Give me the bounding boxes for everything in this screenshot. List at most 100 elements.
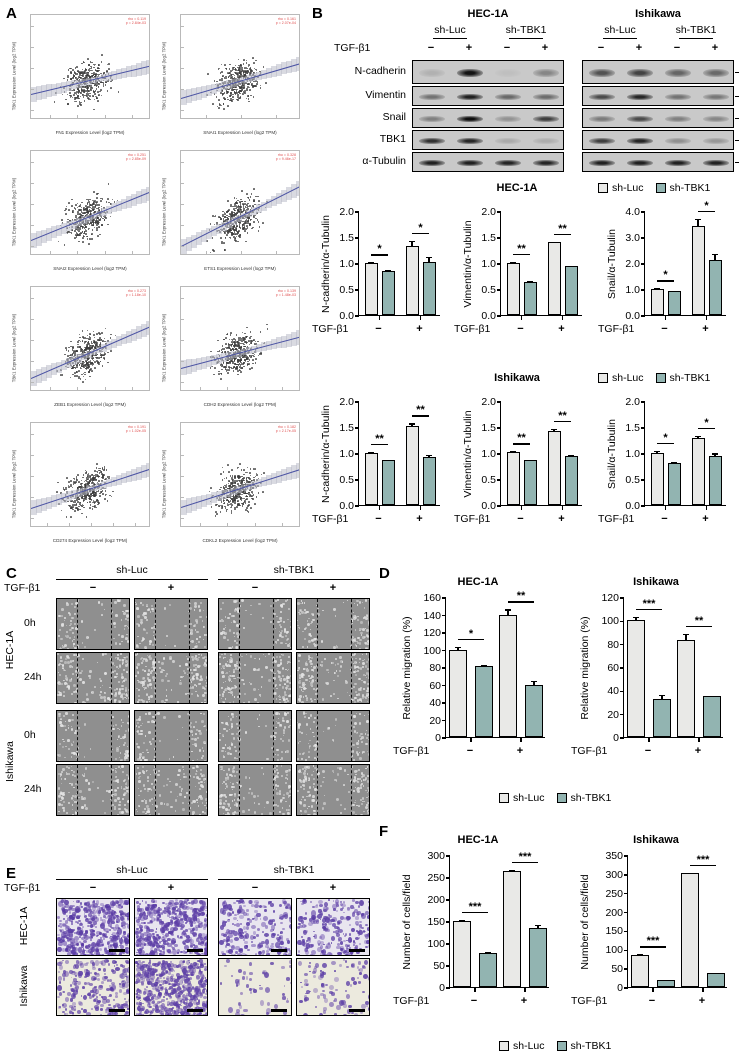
scale-bar (271, 949, 287, 952)
legend-item-sh-luc: sh-Luc (499, 792, 545, 804)
x-axis-group-label: + (690, 513, 722, 525)
chart-y-tick-label: 60 (429, 680, 441, 692)
significance-bracket (513, 253, 530, 256)
bar-sh-luc (691, 225, 705, 315)
chart-y-axis-title: Snail/α-Tubulin (606, 419, 618, 489)
significance-marker: * (364, 244, 396, 255)
bar-sh-tbk1 (422, 261, 436, 315)
bar-sh-luc (364, 453, 378, 505)
significance-marker: * (650, 270, 682, 281)
wound-healing-image (218, 764, 292, 816)
x-axis-tick (648, 738, 650, 742)
significance-marker: *** (687, 854, 719, 865)
scatter-pvalue: p = 2.07e-04 (276, 21, 296, 25)
chart-y-tick-label: 2.0 (625, 396, 640, 408)
panel-f-charts: HEC-1A − +0 50 100 150 200 250 300 *** *** Number o… (379, 824, 739, 1052)
error-bar (697, 435, 699, 440)
panel-c-cellline-label: HEC-1A (4, 630, 16, 670)
scatter-plot-1: TBK1 Expression Level (log2 TPM) 46810123… (8, 10, 154, 141)
blot-protein-label: N-cadherin (312, 65, 406, 77)
panel-c-treatment-sign: − (218, 582, 292, 594)
chart-title: Ishikawa (571, 834, 739, 846)
error-bar (428, 454, 430, 459)
bar-sh-tbk1 (703, 696, 721, 737)
bar-chart: HEC-1A − +0 50 100 150 200 250 300 *** *** Number o… (393, 834, 563, 1014)
chart-y-tick-label: 50 (433, 960, 445, 972)
significance-marker: * (405, 222, 437, 233)
scatter-y-axis-label: TBK1 Expression Level (log2 TPM) (7, 418, 21, 549)
panel-c-treatment-sign: + (296, 582, 370, 594)
chart-y-tick-label: 250 (605, 888, 623, 900)
blot-sh-label: sh-TBK1 (496, 24, 556, 36)
bar-sh-tbk1 (529, 928, 547, 987)
x-axis-group-label: + (690, 323, 722, 335)
scatter-y-axis-label-text: TBK1 Expression Level (log2 TPM) (162, 41, 167, 110)
wound-edge-marker (316, 711, 318, 761)
significance-bracket (554, 421, 571, 423)
blot-image (412, 152, 564, 172)
error-bar-cap (713, 972, 719, 975)
wound-edge-marker (154, 599, 156, 649)
chart-y-tick-label: 2.0 (339, 396, 354, 408)
wound-edge-marker (154, 711, 156, 761)
scatter-correlation-stats: rho = 0.328 p = 9.46e-17 (276, 153, 296, 162)
chart-y-tick-label: 150 (427, 916, 445, 928)
wound-healing-image (296, 652, 370, 704)
chart-y-tick-label: 40 (429, 697, 441, 709)
panel-c-letter: C (6, 566, 17, 581)
x-axis-name: TGF-β1 (571, 995, 607, 1007)
significance-marker: *** (509, 851, 541, 862)
bar-sh-tbk1 (564, 266, 578, 315)
legend-item-sh-luc: sh-Luc (598, 182, 644, 194)
scatter-plot-6: TBK1 Expression Level (log2 TPM) 02461234… (158, 282, 304, 413)
bar-sh-tbk1 (707, 973, 725, 987)
chart-y-axis-title: Number of cells/field (579, 874, 591, 969)
wound-edge-marker (238, 599, 240, 649)
panel-b-letter: B (312, 6, 323, 21)
x-axis-name: TGF-β1 (393, 745, 429, 757)
panel-e-treatment-sign: + (134, 882, 208, 894)
scale-bar (349, 1009, 365, 1012)
panel-e-transwell: sh-Luc sh-TBK1 TGF-β1− + − + HEC-1A Ishikawa (4, 862, 376, 1024)
panel-d-letter: D (379, 566, 390, 581)
panel-e-cellline-label: Ishikawa (18, 964, 30, 1008)
wound-edge-marker (273, 653, 275, 703)
x-axis-name: TGF-β1 (312, 323, 348, 335)
bar-sh-luc (405, 245, 419, 315)
bar-sh-tbk1 (381, 270, 395, 315)
ishikawa-section-title: Ishikawa (457, 372, 577, 384)
x-axis-group-label: + (546, 513, 578, 525)
chart-y-axis-title: Relative migration (%) (579, 616, 591, 719)
error-bar (428, 257, 430, 263)
wound-edge-marker (189, 599, 191, 649)
transwell-image (218, 958, 292, 1016)
x-axis-group-label: − (505, 323, 537, 335)
scatter-rho: rho = 0.328 (276, 153, 296, 157)
blot-protein-label: Snail (312, 111, 406, 123)
bar-sh-tbk1 (708, 455, 722, 505)
significance-marker: ** (547, 223, 579, 234)
bar-sh-tbk1 (381, 460, 395, 505)
panel-c-timepoint-label: 0h (24, 729, 36, 741)
transwell-image (56, 958, 130, 1016)
error-bar (697, 219, 699, 227)
legend-swatch-tbk (556, 1041, 567, 1051)
bar-sh-tbk1 (475, 666, 493, 737)
x-axis-group-label: − (505, 513, 537, 525)
error-bar (714, 453, 716, 457)
chart-plot-area: 0 50 100 150 200 250 300 350 *** *** (605, 850, 727, 994)
panel-f-letter: F (379, 824, 388, 839)
error-bar-cap (385, 270, 391, 272)
legend-label: sh-TBK1 (571, 1040, 612, 1052)
chart-y-axis-title: N-cadherin/α-Tubulin (320, 405, 332, 503)
panel-c-header-underline (218, 579, 370, 581)
error-bar-cap (426, 454, 432, 456)
significance-bracket (698, 211, 715, 213)
x-axis-group-label: − (649, 323, 681, 335)
wound-edge-marker (76, 711, 78, 761)
scatter-rho: rho = 0.251 (126, 153, 146, 157)
scatter-pvalue: p = 1.02e-05 (126, 429, 146, 433)
panel-c-timepoint-label: 0h (24, 617, 36, 629)
scatter-correlation-stats: rho = 0.273 p = 1.18e-10 (126, 289, 146, 298)
scatter-rho: rho = 0.139 (276, 289, 296, 293)
